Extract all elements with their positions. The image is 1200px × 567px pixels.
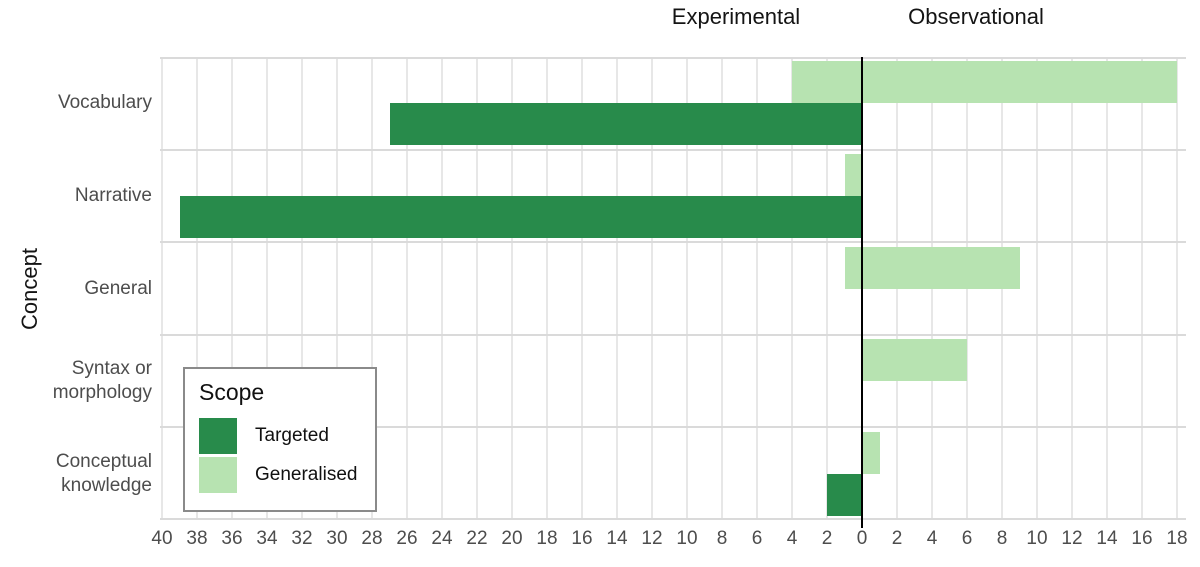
x-tick-label: 18 xyxy=(536,528,558,549)
legend-item-targeted: Targeted xyxy=(199,418,361,454)
x-tick-label: 4 xyxy=(926,528,938,549)
gridline-vertical xyxy=(266,57,268,520)
x-tick-label: 16 xyxy=(571,528,593,549)
gridline-vertical xyxy=(231,57,233,520)
x-tick-label: 24 xyxy=(431,528,453,549)
x-tick-label: 2 xyxy=(821,528,833,549)
gridline-vertical xyxy=(616,57,618,520)
x-tick-label: 40 xyxy=(151,528,173,549)
gridline-vertical xyxy=(896,57,898,520)
x-tick-label: 14 xyxy=(606,528,628,549)
plot-panel xyxy=(160,57,1186,528)
bar-targeted xyxy=(389,103,862,146)
x-tick-label: 0 xyxy=(856,528,868,549)
gridline-vertical xyxy=(1106,57,1108,520)
gridline-vertical xyxy=(1036,57,1038,520)
x-tick-label: 32 xyxy=(291,528,313,549)
y-category-label: Vocabulary xyxy=(57,92,152,114)
legend-title: Scope xyxy=(199,379,265,405)
x-tick-label: 28 xyxy=(361,528,383,549)
x-tick-label: 26 xyxy=(396,528,418,549)
y-category-label: Conceptual knowledge xyxy=(55,450,152,496)
legend-item-generalised: Generalised xyxy=(199,457,361,493)
targeted-swatch-icon xyxy=(199,418,237,454)
x-tick-label: 2 xyxy=(891,528,903,549)
bar-targeted xyxy=(827,473,862,516)
gridline-vertical xyxy=(791,57,793,520)
gridline-vertical xyxy=(756,57,758,520)
y-category-label: General xyxy=(84,277,152,299)
gridline-vertical xyxy=(1141,57,1143,520)
x-tick-label: 22 xyxy=(466,528,488,549)
x-tick-label: 34 xyxy=(256,528,278,549)
gridline-vertical xyxy=(196,57,198,520)
gridline-vertical xyxy=(966,57,968,520)
gridline-horizontal xyxy=(160,426,1186,429)
x-tick-label: 8 xyxy=(996,528,1008,549)
gridline-vertical xyxy=(721,57,723,520)
gridline-vertical xyxy=(1071,57,1073,520)
x-tick-label: 6 xyxy=(961,528,973,549)
x-tick-label: 20 xyxy=(501,528,523,549)
bar-generalised xyxy=(862,431,880,474)
x-tick-label: 8 xyxy=(716,528,728,549)
gridline-vertical xyxy=(301,57,303,520)
y-category-label: Syntax or morphology xyxy=(52,358,152,404)
gridline-vertical xyxy=(1001,57,1003,520)
gridline-vertical xyxy=(581,57,583,520)
y-category-label: Narrative xyxy=(74,184,152,206)
legend-label-targeted: Targeted xyxy=(255,425,329,446)
bar-targeted xyxy=(179,195,862,238)
gridline-horizontal xyxy=(160,241,1186,244)
x-tick-label: 10 xyxy=(676,528,698,549)
gridline-vertical xyxy=(371,57,373,520)
bar-generalised xyxy=(844,153,862,196)
x-tick-label: 36 xyxy=(221,528,243,549)
x-tick-label: 16 xyxy=(1131,528,1153,549)
zero-axis-line xyxy=(861,57,863,528)
bar-generalised xyxy=(862,339,967,382)
gridline-vertical xyxy=(406,57,408,520)
x-tick-label: 12 xyxy=(641,528,663,549)
gridline-vertical xyxy=(511,57,513,520)
gridline-vertical xyxy=(931,57,933,520)
x-tick-label: 4 xyxy=(786,528,798,549)
x-tick-label: 10 xyxy=(1026,528,1048,549)
observational-section-label: Observational xyxy=(908,4,1044,29)
gridline-vertical xyxy=(1176,57,1178,520)
x-tick-label: 6 xyxy=(751,528,763,549)
x-tick-label: 12 xyxy=(1061,528,1083,549)
x-tick-label: 18 xyxy=(1166,528,1188,549)
gridline-horizontal xyxy=(160,57,1186,59)
gridline-vertical xyxy=(651,57,653,520)
gridline-vertical xyxy=(476,57,478,520)
legend: Scope Targeted Generalised xyxy=(183,367,377,512)
gridline-vertical xyxy=(546,57,548,520)
experimental-section-label: Experimental xyxy=(671,4,801,29)
bar-generalised xyxy=(792,61,1177,104)
gridline-horizontal xyxy=(160,148,1186,151)
gridline-vertical xyxy=(336,57,338,520)
gridline-vertical xyxy=(441,57,443,520)
gridline-vertical xyxy=(826,57,828,520)
gridline-vertical xyxy=(686,57,688,520)
generalised-swatch-icon xyxy=(199,457,237,493)
gridline-horizontal xyxy=(160,333,1186,336)
x-tick-label: 14 xyxy=(1096,528,1118,549)
gridline-vertical xyxy=(161,57,163,520)
gridline-horizontal xyxy=(160,518,1186,520)
x-tick-label: 38 xyxy=(186,528,208,549)
legend-label-generalised: Generalised xyxy=(255,464,358,485)
x-tick-label: 30 xyxy=(326,528,348,549)
bar-generalised xyxy=(844,246,1020,289)
